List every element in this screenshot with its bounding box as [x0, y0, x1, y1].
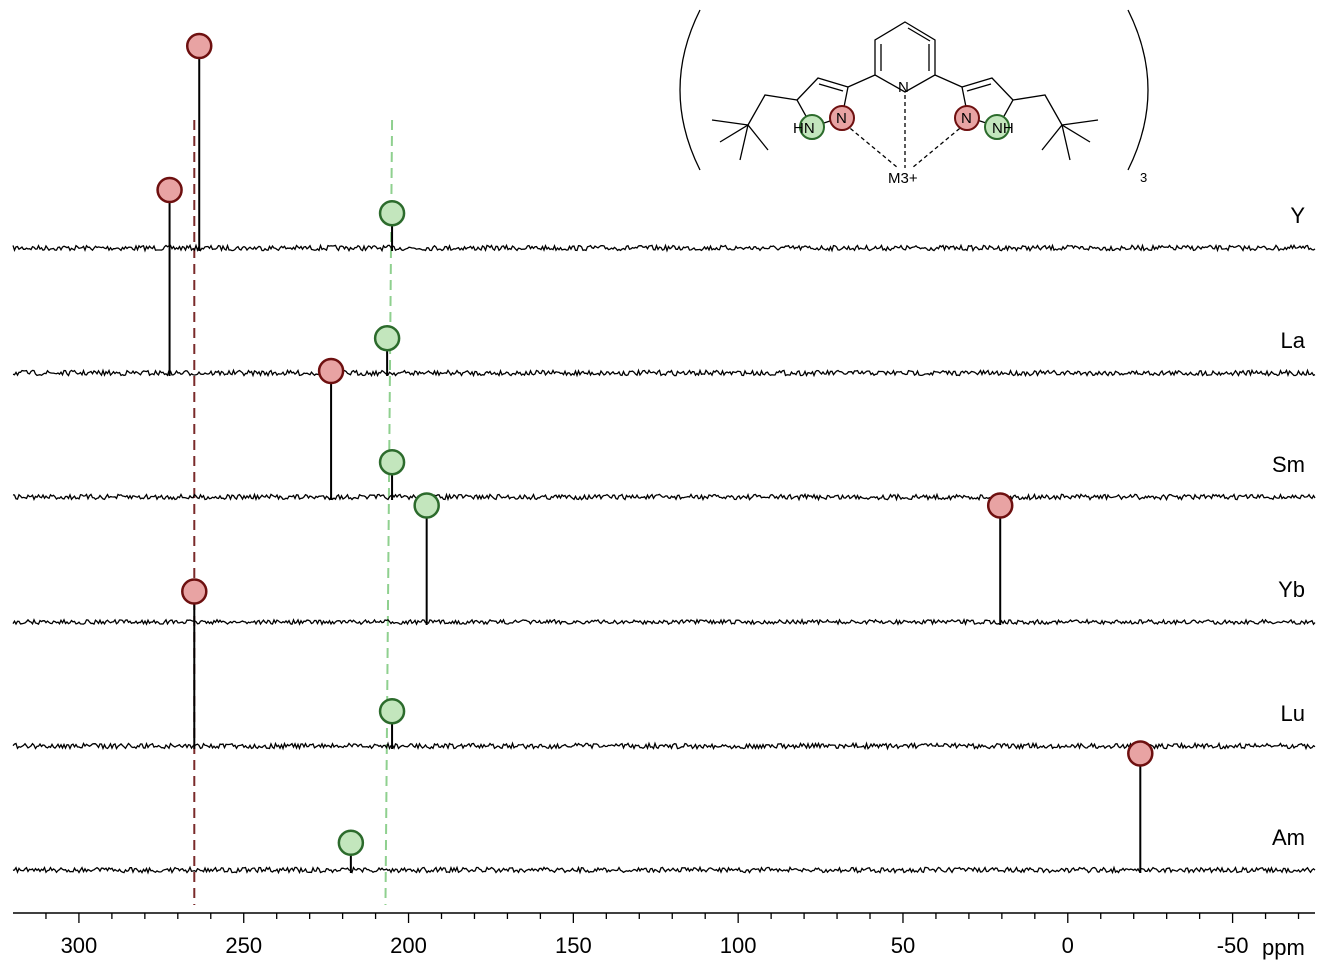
- peak-marker-Am-NH: [337, 829, 365, 857]
- tick-label: 0: [1062, 933, 1074, 958]
- series-label-La: La: [1281, 328, 1306, 353]
- right-n-label: N: [961, 110, 972, 127]
- tick-label: 100: [720, 933, 757, 958]
- right-parenthesis: [1127, 9, 1149, 171]
- spectrum-trace-Am: [12, 865, 1316, 875]
- reference-line-NH: [384, 119, 394, 906]
- series-label-Am: Am: [1272, 825, 1305, 850]
- nh-atom-marker-left: [799, 114, 825, 140]
- peak-marker-Sm-N_coordinating: [317, 357, 345, 385]
- peak-marker-Y-NH: [378, 199, 406, 227]
- peak-marker-Y-N_coordinating: [185, 32, 213, 60]
- tick-label: -50: [1217, 933, 1249, 958]
- tick-label: 300: [61, 933, 98, 958]
- peak-marker-Lu-NH: [378, 697, 406, 725]
- right-nh-label: NH: [992, 120, 1014, 137]
- series-label-Y: Y: [1290, 203, 1305, 228]
- x-axis: 300 250 200 150 100 50 0 -50 ppm: [13, 912, 1315, 960]
- metal-label: M3+: [888, 170, 918, 187]
- n-atom-marker-left: [829, 105, 855, 131]
- peak-marker-Am-N_coordinating: [1127, 740, 1154, 767]
- peak-marker-Lu-N_coordinating: [181, 578, 208, 605]
- peak-marker-La-NH: [373, 324, 401, 352]
- peak-marker-La-N_coordinating: [156, 176, 183, 204]
- spectrum-trace-Lu: [12, 741, 1316, 751]
- complex-subscript: 3: [1140, 170, 1147, 185]
- spectrum-trace-Sm: [12, 492, 1316, 502]
- series-labels: Y La Sm Yb Lu Am: [1272, 203, 1306, 850]
- series-label-Sm: Sm: [1272, 452, 1305, 477]
- nh-atom-marker-right: [984, 114, 1010, 140]
- x-axis-unit: ppm: [1262, 935, 1305, 960]
- peak-markers: [156, 32, 1154, 857]
- series-label-Yb: Yb: [1278, 577, 1305, 602]
- spectra-traces: [12, 58, 1316, 875]
- peak-marker-Yb-NH: [413, 492, 440, 519]
- spectrum-trace-Y: [12, 243, 1316, 253]
- ligand-structure: N N N HN NH M3+ 3: [679, 9, 1149, 187]
- tick-label: 250: [225, 933, 262, 958]
- tick-label: 200: [390, 933, 427, 958]
- n-atom-marker-right: [954, 105, 980, 131]
- left-parenthesis: [679, 9, 701, 171]
- reference-lines: [193, 119, 394, 906]
- left-hn-label: HN: [793, 120, 815, 137]
- spectrum-trace-Yb: [12, 618, 1316, 627]
- tick-label: 50: [891, 933, 915, 958]
- tick-label: 150: [555, 933, 592, 958]
- left-n-label: N: [836, 110, 847, 127]
- spectrum-trace-La: [12, 368, 1316, 378]
- series-label-Lu: Lu: [1281, 701, 1305, 726]
- pyridine-ring: [874, 21, 936, 93]
- peak-marker-Yb-N_coordinating: [986, 492, 1014, 519]
- peak-marker-Sm-NH: [378, 448, 406, 476]
- pyridine-n-label: N: [898, 79, 909, 96]
